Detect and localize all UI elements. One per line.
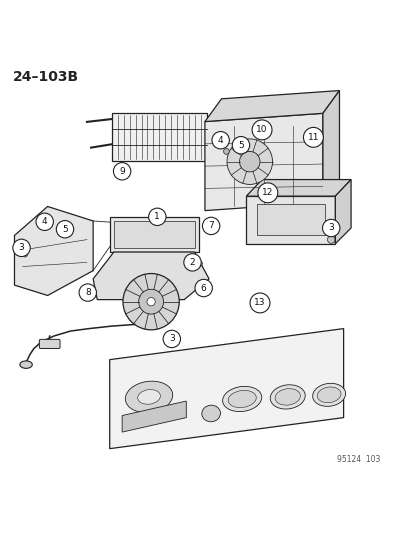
Circle shape xyxy=(22,251,28,257)
Circle shape xyxy=(79,284,96,301)
Ellipse shape xyxy=(316,387,340,403)
Ellipse shape xyxy=(270,385,304,409)
Circle shape xyxy=(56,221,74,238)
Ellipse shape xyxy=(20,361,32,368)
Polygon shape xyxy=(14,206,93,295)
FancyBboxPatch shape xyxy=(39,340,60,349)
Circle shape xyxy=(226,139,272,184)
Polygon shape xyxy=(109,329,343,449)
Text: 4: 4 xyxy=(217,136,223,145)
Circle shape xyxy=(123,273,179,330)
Text: 11: 11 xyxy=(307,133,318,142)
Circle shape xyxy=(13,239,30,256)
Circle shape xyxy=(252,120,271,140)
Circle shape xyxy=(163,330,180,348)
Ellipse shape xyxy=(312,383,345,406)
Polygon shape xyxy=(204,114,322,211)
Text: 5: 5 xyxy=(237,141,243,150)
Text: 1: 1 xyxy=(154,212,160,221)
Polygon shape xyxy=(93,252,209,300)
Polygon shape xyxy=(322,91,339,203)
Circle shape xyxy=(196,261,202,266)
Text: 10: 10 xyxy=(256,125,267,134)
Circle shape xyxy=(249,293,269,313)
Circle shape xyxy=(166,339,171,345)
Circle shape xyxy=(232,136,249,154)
Text: 6: 6 xyxy=(200,284,206,293)
Text: 13: 13 xyxy=(254,298,265,308)
Text: 4: 4 xyxy=(42,217,47,227)
Text: 3: 3 xyxy=(169,334,174,343)
FancyBboxPatch shape xyxy=(109,217,198,252)
FancyBboxPatch shape xyxy=(114,221,194,248)
Text: 95124  103: 95124 103 xyxy=(337,455,380,464)
Polygon shape xyxy=(122,401,186,432)
Circle shape xyxy=(183,254,201,271)
Text: 5: 5 xyxy=(62,225,68,234)
FancyBboxPatch shape xyxy=(112,114,206,161)
Ellipse shape xyxy=(138,390,160,404)
Text: 3: 3 xyxy=(19,244,24,252)
Circle shape xyxy=(202,217,219,235)
Circle shape xyxy=(36,213,53,230)
Circle shape xyxy=(327,236,334,244)
Text: 12: 12 xyxy=(261,188,273,197)
Circle shape xyxy=(147,297,155,306)
Circle shape xyxy=(322,219,339,237)
Text: 8: 8 xyxy=(85,288,90,297)
Circle shape xyxy=(113,163,131,180)
Circle shape xyxy=(223,149,229,155)
Circle shape xyxy=(195,279,212,297)
FancyBboxPatch shape xyxy=(246,196,335,244)
Text: 24–103B: 24–103B xyxy=(12,70,78,84)
FancyBboxPatch shape xyxy=(256,204,324,236)
Circle shape xyxy=(239,151,259,172)
Ellipse shape xyxy=(222,386,261,411)
Text: 9: 9 xyxy=(119,167,125,176)
Circle shape xyxy=(205,225,211,231)
Polygon shape xyxy=(204,91,339,122)
Ellipse shape xyxy=(202,405,220,422)
Polygon shape xyxy=(335,180,350,244)
Circle shape xyxy=(257,183,277,203)
Ellipse shape xyxy=(125,381,172,413)
Text: 7: 7 xyxy=(208,221,214,230)
Circle shape xyxy=(303,127,323,147)
Circle shape xyxy=(211,132,229,149)
Polygon shape xyxy=(246,180,350,196)
Ellipse shape xyxy=(228,390,256,408)
Circle shape xyxy=(138,289,163,314)
Circle shape xyxy=(148,208,166,225)
Ellipse shape xyxy=(275,389,299,405)
Text: 2: 2 xyxy=(189,258,195,267)
Text: 3: 3 xyxy=(328,223,333,232)
